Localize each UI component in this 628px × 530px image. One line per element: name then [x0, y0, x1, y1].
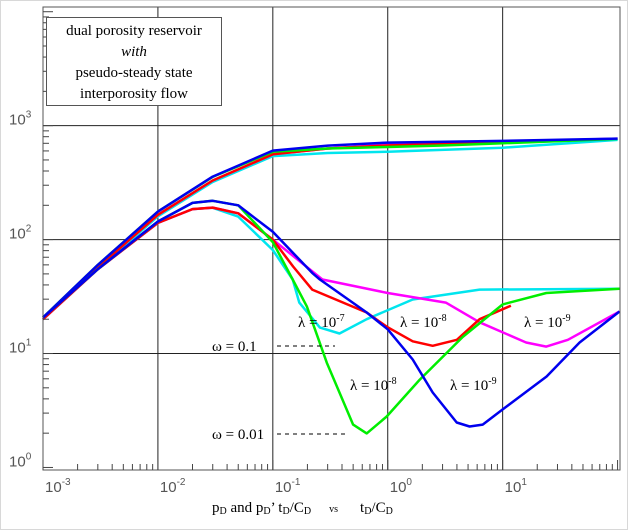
plot-frame: [42, 6, 621, 471]
y-tick-label: 101: [9, 338, 32, 357]
x-tick-label: 100: [390, 477, 413, 496]
series-line-7: [42, 206, 512, 348]
series-line-1: [42, 137, 618, 321]
xlabel-sub: D: [219, 506, 227, 517]
grid: [43, 7, 620, 470]
annotation-lambda-1e-9-lower: λ = 10-9: [450, 376, 497, 394]
description-box: dual porosity reservoir with pseudo-stea…: [46, 17, 222, 106]
axis-ticks: 10-3 10-2 10-1 100 101 100 101 102 103: [9, 11, 619, 496]
xlabel-part: /C: [289, 500, 304, 516]
y-tick-label: 102: [9, 224, 32, 243]
x-tick-label: 10-1: [275, 477, 301, 496]
description-line-2: with: [121, 44, 147, 60]
xlabel-part: ’ t: [270, 500, 283, 516]
xlabel-vs: vs: [329, 504, 339, 515]
description-line-4: interporosity flow: [80, 86, 188, 102]
annotation-omega-0.1: ω = 0.1: [212, 339, 257, 355]
x-tick-label: 10-3: [45, 477, 71, 496]
xlabel-part: /C: [371, 500, 386, 516]
annotation-lambda-1e-8-upper: λ = 10-8: [400, 313, 447, 331]
description-line-1: dual porosity reservoir: [66, 23, 202, 39]
xlabel-sub: D: [364, 506, 372, 517]
xlabel-part: p: [212, 500, 220, 516]
xlabel-sub: D: [282, 506, 290, 517]
annotation-lambda-1e-8-lower: λ = 10-8: [350, 376, 397, 394]
x-tick-label: 101: [505, 477, 528, 496]
series-line-3: [42, 137, 618, 319]
annotation-lambda-1e-7: λ = 10-7: [298, 313, 345, 331]
annotation-lambda-1e-9-upper: λ = 10-9: [524, 313, 571, 331]
series-line-2: [42, 140, 512, 321]
annotation-omega-0.01: ω = 0.01: [212, 427, 264, 443]
curves: [42, 137, 621, 435]
series-line-4: [42, 137, 618, 319]
y-tick-label: 100: [9, 451, 32, 470]
xlabel-sub: D: [303, 506, 312, 517]
xlabel-sub: D: [263, 506, 271, 517]
description-line-3: pseudo-steady state: [75, 65, 193, 81]
series-line-9: [42, 199, 621, 428]
xlabel-part: and p: [226, 500, 264, 516]
x-axis-label: pD and pD’ tD/CD vs tD/CD: [212, 500, 393, 517]
xlabel-sub: D: [385, 506, 393, 517]
series-line-0: [42, 138, 618, 321]
x-tick-label: 10-2: [160, 477, 186, 496]
y-tick-label: 103: [9, 110, 32, 129]
xlabel-part: t: [360, 500, 365, 516]
